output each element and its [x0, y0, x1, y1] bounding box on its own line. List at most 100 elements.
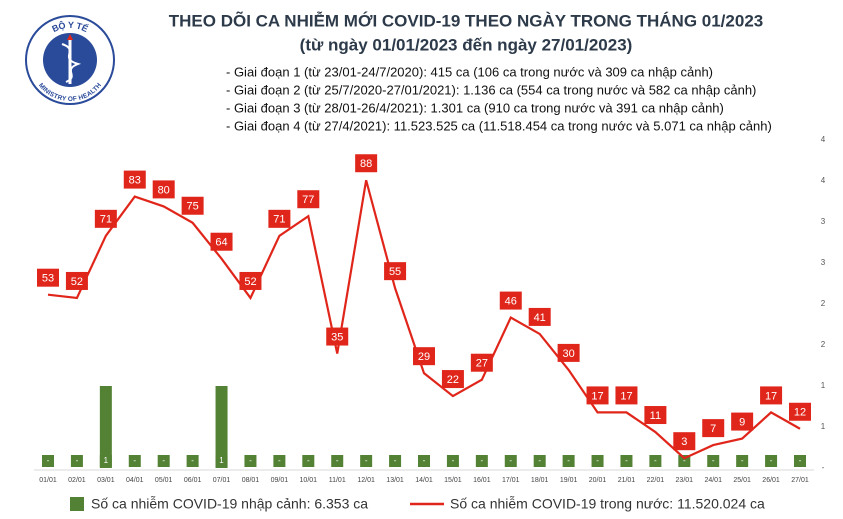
- y2-tick-label: 2: [821, 299, 826, 308]
- value-label-box: [181, 196, 204, 215]
- value-label: 83: [129, 174, 141, 186]
- bar-label: -: [509, 456, 512, 465]
- x-tick-label: 03/01: [97, 477, 115, 484]
- bar-label-box: [620, 455, 633, 467]
- y2-tick-label: 4: [821, 135, 826, 144]
- value-label-box: [152, 180, 175, 199]
- bar-label-box: [591, 455, 604, 467]
- value-label: 77: [302, 194, 314, 206]
- value-label: 52: [244, 276, 256, 288]
- bar-label-box: [360, 455, 373, 467]
- x-tick-label: 05/01: [155, 477, 173, 484]
- bar-label-box: [418, 455, 430, 467]
- x-tick-label: 22/01: [647, 477, 665, 484]
- value-label: 11: [650, 410, 661, 422]
- y2-tick-label: 1: [821, 422, 826, 431]
- bar-label-box: [302, 455, 315, 467]
- bar-label: 1: [219, 456, 224, 465]
- bar-label-box: [273, 455, 286, 467]
- value-label: 12: [794, 407, 806, 419]
- y2-tick-label: 3: [821, 217, 826, 226]
- value-label: 46: [505, 295, 517, 307]
- x-tick-label: 02/01: [68, 477, 86, 484]
- value-label: 29: [418, 351, 430, 363]
- bar-label-box: [794, 455, 806, 467]
- note: - Giai đoạn 3 (từ 28/01-26/4/2021): 1.30…: [226, 100, 724, 115]
- bar-label: -: [741, 456, 744, 465]
- legend-label: Số ca nhiễm COVID-19 nhập cảnh: 6.353 ca: [91, 496, 368, 512]
- value-label-box: [37, 268, 59, 287]
- bar-label-box: [446, 455, 459, 467]
- note: - Giai đoạn 2 (từ 25/7/2020-27/01/2021):…: [226, 82, 756, 97]
- x-tick-label: 16/01: [473, 477, 491, 484]
- bar-label: -: [654, 456, 657, 465]
- legend-swatch: [70, 497, 84, 511]
- x-tick-label: 23/01: [676, 477, 694, 484]
- note: - Giai đoạn 4 (từ 27/4/2021): 11.523.525…: [226, 118, 772, 133]
- bar-label: -: [365, 456, 368, 465]
- value-label-box: [702, 419, 725, 438]
- value-label-box: [470, 353, 493, 372]
- x-tick-label: 06/01: [184, 477, 202, 484]
- bar-label-box: [533, 455, 546, 467]
- x-tick-label: 08/01: [242, 477, 260, 484]
- bar-label: -: [799, 456, 802, 465]
- value-label-box: [789, 402, 811, 421]
- value-label-box: [326, 327, 349, 346]
- bar-label: -: [162, 456, 165, 465]
- bar-label-box: [215, 455, 228, 467]
- bar-label: -: [191, 456, 194, 465]
- value-label-box: [499, 291, 522, 310]
- bar-label-box: [562, 455, 575, 467]
- value-label: 17: [765, 390, 777, 402]
- bar-label-box: [389, 455, 402, 467]
- y2-tick-label: 3: [821, 258, 826, 267]
- bar-label-box: [736, 455, 749, 467]
- bar-label: -: [683, 456, 686, 465]
- bar-label-box: [42, 455, 54, 467]
- bar-label-box: [475, 455, 488, 467]
- bar-label: -: [452, 456, 455, 465]
- value-label-box: [731, 412, 754, 431]
- logo-star: [67, 34, 73, 40]
- value-label: 41: [534, 312, 546, 324]
- x-tick-label: 14/01: [415, 477, 433, 484]
- value-label: 3: [681, 436, 687, 448]
- value-label-box: [65, 271, 88, 290]
- bar-label-box: [707, 455, 720, 467]
- value-label: 55: [389, 266, 401, 278]
- bar-label: -: [394, 456, 397, 465]
- x-tick-label: 19/01: [560, 477, 578, 484]
- value-label: 80: [158, 184, 170, 196]
- bar-label-box: [70, 455, 83, 467]
- x-tick-label: 04/01: [126, 477, 144, 484]
- x-tick-label: 27/01: [791, 477, 809, 484]
- logo-top-path: BỘ Y TẾ: [51, 20, 90, 35]
- value-label: 71: [273, 214, 285, 226]
- chart-title: THEO DÕI CA NHIỄM MỚI COVID-19 THEO NGÀY…: [169, 10, 763, 30]
- bar-label-box: [157, 455, 170, 467]
- value-label-box: [557, 343, 580, 362]
- value-label-box: [210, 232, 233, 251]
- value-label: 71: [100, 214, 112, 226]
- bar-label: -: [76, 456, 79, 465]
- y2-tick-label: 1: [821, 381, 826, 390]
- bar: [215, 386, 228, 468]
- bar-label: -: [596, 456, 599, 465]
- bar-label: -: [423, 456, 426, 465]
- value-label: 27: [476, 358, 488, 370]
- bar-label: -: [278, 456, 281, 465]
- bar-label: -: [47, 456, 50, 465]
- bar-label: -: [249, 456, 252, 465]
- bar-label-box: [765, 455, 778, 467]
- bar-label: -: [712, 456, 715, 465]
- bar-label: 1: [104, 456, 109, 465]
- value-label-box: [644, 406, 667, 425]
- value-label-box: [673, 432, 696, 451]
- bar-label: -: [481, 456, 484, 465]
- x-tick-label: 17/01: [502, 477, 520, 484]
- y2-tick-label: 4: [821, 176, 826, 185]
- x-tick-label: 12/01: [357, 477, 375, 484]
- x-tick-label: 13/01: [386, 477, 404, 484]
